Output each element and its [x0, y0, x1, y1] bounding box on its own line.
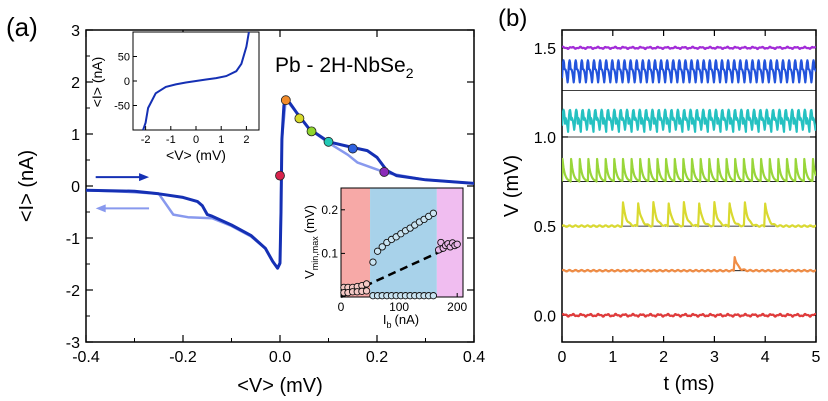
inset-regime-region — [341, 188, 371, 297]
voltage-trace-yellow — [562, 201, 816, 228]
operating-point-marker — [323, 136, 334, 147]
inset-wide-x-tick-label: -1 — [166, 134, 176, 146]
inset-wide-y-tick-label: 50 — [118, 52, 130, 64]
operating-point-marker — [347, 143, 358, 154]
voltage-trace-blue — [562, 59, 816, 84]
x-tick-label: 0.0 — [269, 349, 291, 366]
inset-wide-y-tick-label: 0 — [124, 76, 130, 88]
operating-point-marker — [379, 167, 390, 177]
inset-wide-x-tick-label: 1 — [218, 134, 224, 146]
inset-vminmax-x-tick-label: 200 — [447, 300, 467, 314]
inset-wide-iv-chart: -2 -1 0 1 2 50 0 -50 <V> (mV) <I> (nA) — [89, 31, 260, 163]
inset-vminmax-x-tick-label: 0 — [338, 300, 345, 314]
operating-point-marker — [294, 113, 305, 124]
voltage-trace-cyan — [562, 108, 816, 133]
y-tick-label: 1 — [71, 127, 80, 144]
y-tick-label: -2 — [66, 283, 80, 300]
inset-data-point — [369, 258, 377, 266]
time-x-tick-label: 5 — [812, 349, 821, 366]
inset-wide-y-axis-label: <I> (nA) — [89, 57, 105, 108]
operating-point-marker — [280, 95, 291, 106]
inset-vminmax-x-axis-label: Ib (nA) — [383, 312, 419, 330]
x-tick-label: 0.2 — [366, 349, 388, 366]
inset-vminmax-chart: 0 100 200 0.2 0.1 Ib (nA) Vmin,max(mV) — [302, 187, 468, 330]
main-x-axis-label: <V> (mV) — [237, 375, 323, 397]
time-x-tick-label: 2 — [659, 349, 668, 366]
inset-data-point — [373, 247, 382, 255]
inset-wide-x-tick-label: 0 — [193, 134, 199, 146]
inset-data-point — [362, 287, 371, 295]
time-y-tick-label: 0.0 — [534, 308, 556, 325]
time-y-tick-label: 0.5 — [534, 219, 556, 236]
inset-vminmax-y-tick-label: 0.1 — [321, 246, 338, 260]
forward-sweep-line — [86, 97, 474, 270]
panel-label-b: (b) — [498, 5, 527, 32]
time-trace-chart: 0 1 2 3 4 5 1.5 1.0 0.5 0.0 t (ms) V (mV) — [501, 29, 821, 395]
inset-regime-region — [370, 188, 437, 297]
main-iv-chart: -0.4 -0.2 0.0 0.2 0.4 3 2 1 0 -1 -2 -3 Pb - 2H-NbSe… — [16, 23, 485, 397]
inset-vminmax-x-tick-label: 100 — [389, 300, 409, 314]
x-tick-label: -0.4 — [72, 349, 100, 366]
y-tick-label: -3 — [66, 335, 80, 352]
x-tick-label: 0.4 — [463, 349, 485, 366]
time-trace-plot-frame — [561, 29, 817, 343]
inset-vminmax-y-tick-label: 0.2 — [321, 203, 338, 217]
voltage-trace-green — [562, 157, 816, 183]
main-y-axis-label: <I> (nA) — [16, 150, 38, 222]
time-x-tick-label: 0 — [558, 349, 567, 366]
voltage-trace-orange — [562, 256, 816, 273]
inset-wide-y-tick-label: -50 — [114, 101, 130, 113]
inset-wide-x-tick-label: 2 — [243, 134, 249, 146]
main-chart-title: Pb - 2H-NbSe2 — [275, 54, 414, 81]
y-tick-label: 0 — [71, 179, 80, 196]
inset-data-point — [429, 209, 438, 217]
inset-wide-x-axis-label: <V> (mV) — [166, 147, 226, 163]
main-chart-title-subscript: 2 — [406, 65, 414, 81]
time-x-tick-label: 3 — [710, 349, 719, 366]
time-x-tick-label: 1 — [608, 349, 617, 366]
x-tick-label: -0.2 — [169, 349, 197, 366]
y-tick-label: -1 — [66, 231, 80, 248]
time-y-tick-label: 1.5 — [534, 41, 556, 58]
operating-point-marker — [306, 126, 317, 137]
panel-label-a: (a) — [6, 12, 38, 42]
inset-vminmax-y-axis-label: Vmin,max(mV) — [302, 205, 320, 279]
inset-data-point — [378, 243, 386, 251]
voltage-trace-red — [562, 312, 816, 318]
operating-point-marker — [275, 170, 285, 181]
inset-data-point — [453, 240, 461, 248]
voltage-trace-purple — [562, 45, 816, 51]
time-trace-x-axis-label: t (ms) — [663, 373, 714, 395]
time-trace-y-axis-label: V (mV) — [501, 155, 523, 217]
inset-data-point — [429, 292, 438, 300]
sweep-arrowhead-left — [95, 204, 106, 213]
sweep-arrowhead-right — [139, 173, 150, 182]
time-y-tick-label: 1.0 — [534, 130, 556, 147]
inset-wide-iv-line — [142, 31, 250, 131]
inset-wide-x-tick-label: -2 — [141, 134, 151, 146]
time-x-tick-label: 4 — [761, 349, 770, 366]
y-tick-label: 2 — [71, 75, 80, 92]
inset-data-point — [362, 280, 371, 288]
y-tick-label: 3 — [71, 23, 80, 40]
